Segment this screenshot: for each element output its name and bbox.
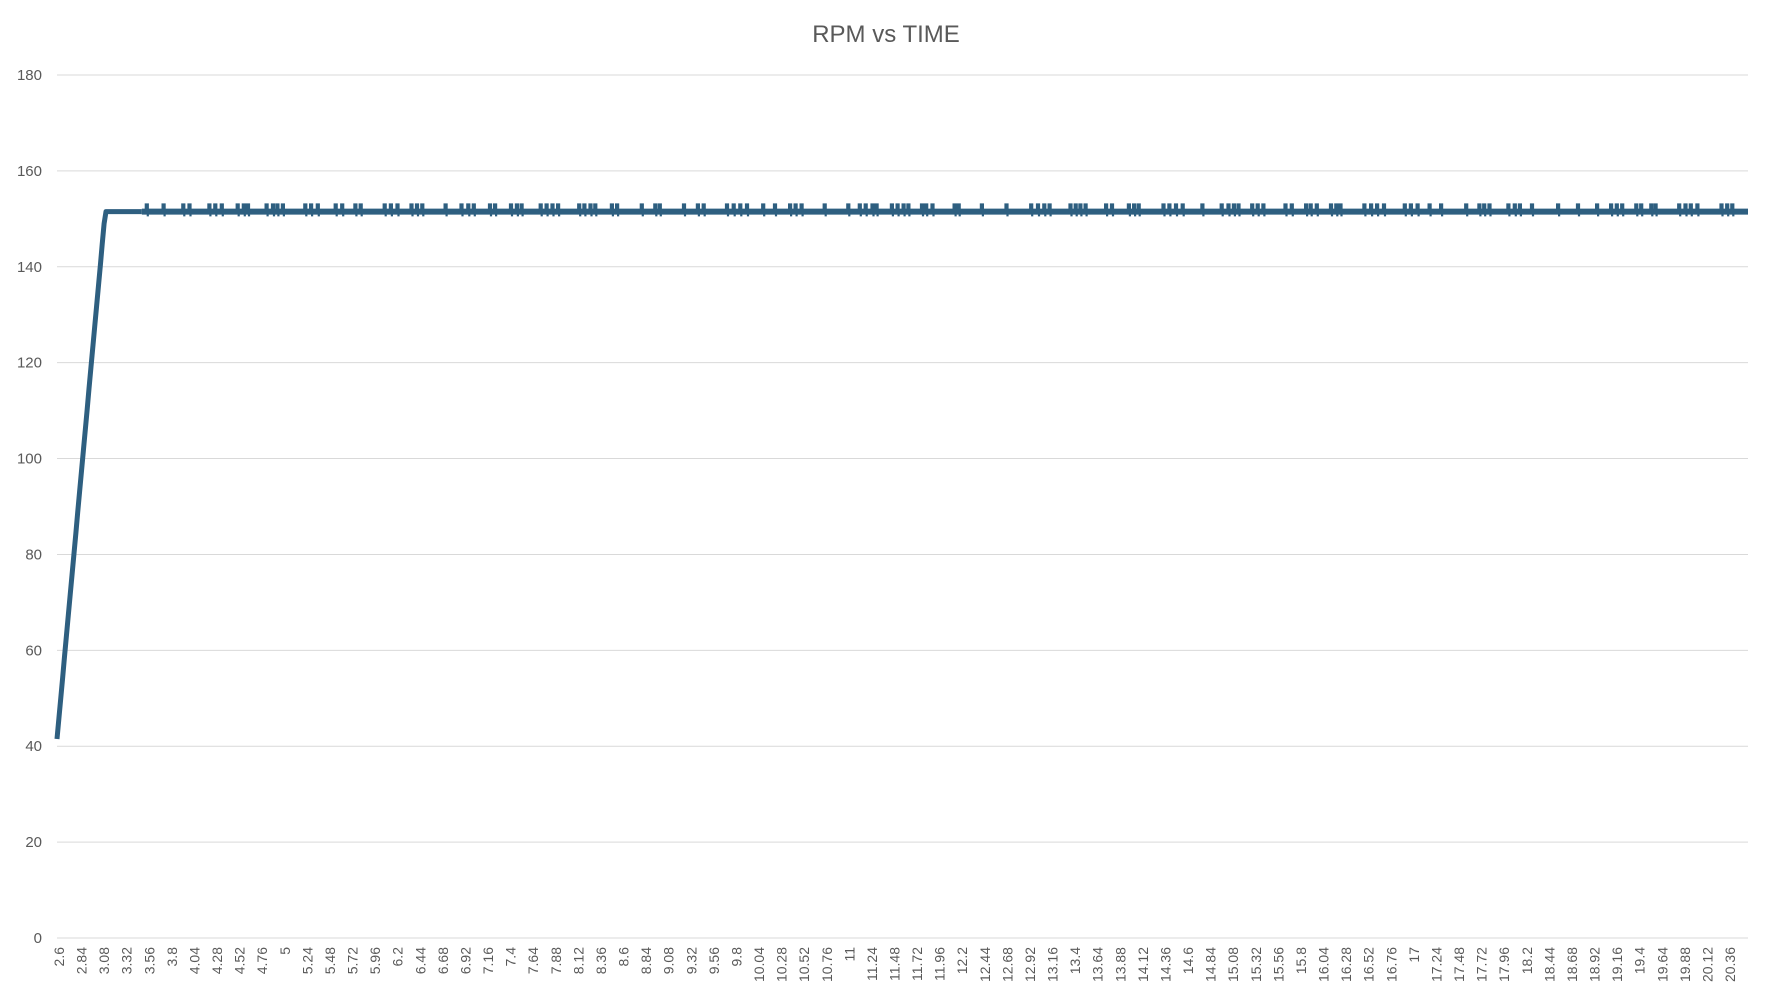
x-tick-label: 13.16: [1045, 947, 1061, 982]
x-tick-label: 5: [277, 947, 293, 955]
y-tick-label: 160: [17, 163, 42, 180]
x-tick-label: 10.76: [819, 947, 835, 982]
x-tick-label: 5.24: [299, 947, 315, 974]
x-tick-label: 12.92: [1022, 947, 1038, 982]
x-tick-label: 5.48: [322, 947, 338, 974]
x-tick-label: 14.36: [1157, 947, 1173, 982]
x-tick-label: 10.04: [751, 947, 767, 982]
y-tick-label: 0: [34, 930, 42, 947]
x-tick-label: 13.64: [1090, 947, 1106, 982]
x-tick-label: 16.28: [1338, 947, 1354, 982]
x-tick-label: 2.84: [74, 947, 90, 974]
x-tick-label: 2.6: [51, 947, 67, 967]
x-tick-label: 13.4: [1067, 947, 1083, 974]
x-tick-label: 8.84: [638, 947, 654, 974]
x-tick-label: 7.64: [525, 947, 541, 974]
x-tick-label: 9.32: [683, 947, 699, 974]
x-tick-label: 11: [841, 947, 857, 962]
x-tick-label: 19.4: [1632, 947, 1648, 974]
x-tick-label: 15.32: [1248, 947, 1264, 982]
x-tick-label: 14.6: [1180, 947, 1196, 974]
x-tick-label: 4.04: [186, 947, 202, 974]
x-tick-label: 5.72: [345, 947, 361, 974]
x-tick-label: 11.48: [887, 947, 903, 981]
x-tick-label: 6.44: [412, 947, 428, 974]
x-tick-label: 19.64: [1654, 947, 1670, 982]
x-tick-label: 20.36: [1722, 947, 1738, 982]
x-tick-label: 4.52: [232, 947, 248, 974]
x-tick-label: 6.68: [435, 947, 451, 974]
x-tick-label: 11.24: [864, 947, 880, 981]
x-tick-label: 5.96: [367, 947, 383, 974]
y-tick-label: 120: [17, 355, 42, 372]
x-tick-label: 13.88: [1112, 947, 1128, 982]
x-tick-label: 17.72: [1474, 947, 1490, 982]
x-tick-label: 18.44: [1541, 947, 1557, 982]
x-tick-label: 7.88: [548, 947, 564, 974]
series-rpm: [54, 203, 1748, 740]
x-tick-label: 3.56: [141, 947, 157, 974]
x-tick-label: 9.8: [728, 947, 744, 967]
y-tick-label: 180: [17, 67, 42, 84]
x-tick-label: 17.48: [1451, 947, 1467, 982]
series-layer: [54, 203, 1748, 740]
series-ramp-line: [54, 209, 143, 740]
x-tick-label: 10.28: [774, 947, 790, 982]
gridlines: [57, 74, 1748, 939]
y-tick-label: 100: [17, 451, 42, 468]
x-tick-label: 6.92: [457, 947, 473, 974]
x-tick-label: 19.88: [1677, 947, 1693, 982]
x-tick-label: 20.12: [1699, 947, 1715, 982]
x-tick-label: 12.68: [999, 947, 1015, 982]
x-tick-label: 3.8: [164, 947, 180, 967]
y-axis-ticks: 0 20 40 60 80 100 120 140 160 180: [17, 67, 42, 947]
x-tick-label: 8.12: [570, 947, 586, 974]
x-axis-ticks: 2.6 2.84 3.08 3.32 3.56 3.8 4.04 4.28 4.52 4.76 5 5…: [51, 947, 1738, 982]
x-tick-label: 18.68: [1564, 947, 1580, 982]
x-tick-label: 11.72: [909, 947, 925, 981]
x-tick-label: 17.24: [1428, 947, 1444, 982]
y-tick-label: 20: [25, 834, 42, 851]
series-fluctuation-marks: [144, 203, 1735, 217]
x-tick-label: 16.04: [1316, 947, 1332, 982]
y-tick-label: 60: [25, 642, 42, 659]
x-tick-label: 18.92: [1587, 947, 1603, 982]
x-tick-label: 14.84: [1203, 947, 1219, 982]
x-tick-label: 14.12: [1135, 947, 1151, 982]
x-tick-label: 16.76: [1383, 947, 1399, 982]
x-tick-label: 7.4: [503, 947, 519, 967]
chart-title: RPM vs TIME: [812, 21, 960, 48]
x-tick-label: 19.16: [1609, 947, 1625, 982]
x-tick-label: 3.08: [96, 947, 112, 974]
x-tick-label: 15.8: [1293, 947, 1309, 974]
x-tick-label: 16.52: [1361, 947, 1377, 982]
x-tick-label: 4.76: [254, 947, 270, 974]
x-tick-label: 15.08: [1225, 947, 1241, 982]
x-tick-label: 6.2: [390, 947, 406, 967]
y-tick-label: 140: [17, 259, 42, 276]
x-tick-label: 4.28: [209, 947, 225, 974]
y-tick-label: 80: [25, 546, 42, 563]
x-tick-label: 8.6: [616, 947, 632, 967]
x-tick-label: 11.96: [932, 947, 948, 981]
x-tick-label: 10.52: [796, 947, 812, 982]
x-tick-label: 3.32: [119, 947, 135, 974]
x-tick-label: 7.16: [480, 947, 496, 974]
x-tick-label: 18.2: [1519, 947, 1535, 974]
x-tick-label: 9.56: [706, 947, 722, 974]
x-tick-label: 17.96: [1496, 947, 1512, 982]
x-tick-label: 9.08: [661, 947, 677, 974]
y-tick-label: 40: [25, 738, 42, 755]
x-tick-label: 15.56: [1270, 947, 1286, 982]
x-tick-label: 12.44: [977, 947, 993, 982]
x-tick-label: 8.36: [593, 947, 609, 974]
x-tick-label: 12.2: [954, 947, 970, 974]
x-tick-label: 17: [1406, 947, 1422, 963]
